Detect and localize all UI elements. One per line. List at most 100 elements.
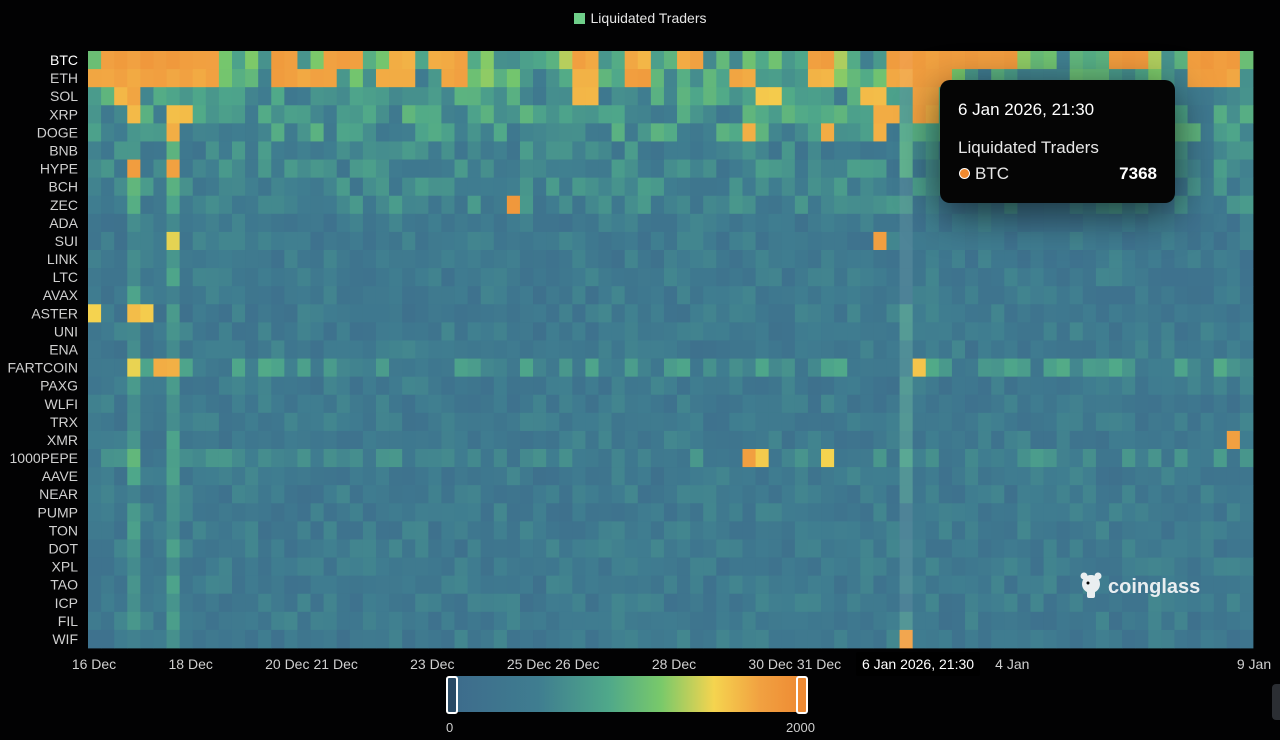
heatmap-cell[interactable]: [742, 105, 756, 124]
heatmap-cell[interactable]: [271, 51, 285, 70]
heatmap-cell[interactable]: [258, 141, 272, 160]
heatmap-cell[interactable]: [834, 286, 848, 305]
heatmap-cell[interactable]: [847, 51, 861, 70]
heatmap-cell[interactable]: [781, 69, 796, 88]
heatmap-cell[interactable]: [1226, 177, 1241, 197]
heatmap-cell[interactable]: [271, 412, 285, 432]
heatmap-cell[interactable]: [101, 159, 115, 179]
heatmap-cell[interactable]: [519, 69, 534, 88]
heatmap-cell[interactable]: [965, 250, 979, 269]
heatmap-cell[interactable]: [847, 123, 861, 142]
heatmap-cell[interactable]: [873, 340, 887, 359]
heatmap-cell[interactable]: [218, 539, 233, 558]
heatmap-cell[interactable]: [114, 593, 128, 613]
heatmap-cell[interactable]: [284, 430, 298, 450]
heatmap-cell[interactable]: [519, 213, 534, 233]
heatmap-cell[interactable]: [231, 503, 246, 522]
heatmap-cell[interactable]: [362, 123, 377, 142]
heatmap-cell[interactable]: [375, 268, 390, 287]
heatmap-cell[interactable]: [375, 394, 390, 414]
heatmap-cell[interactable]: [663, 358, 678, 378]
heatmap-cell[interactable]: [847, 69, 861, 88]
heatmap-cell[interactable]: [179, 268, 194, 287]
heatmap-cell[interactable]: [611, 141, 626, 160]
heatmap-cell[interactable]: [402, 557, 416, 577]
heatmap-cell[interactable]: [650, 123, 665, 142]
heatmap-cell[interactable]: [349, 430, 364, 450]
heatmap-cell[interactable]: [336, 268, 351, 287]
heatmap-cell[interactable]: [886, 539, 900, 558]
heatmap-cell[interactable]: [637, 485, 652, 504]
heatmap-cell[interactable]: [912, 159, 927, 179]
heatmap-cell[interactable]: [768, 503, 783, 522]
heatmap-cell[interactable]: [153, 159, 167, 179]
heatmap-cell[interactable]: [480, 340, 495, 359]
heatmap-cell[interactable]: [362, 629, 377, 649]
heatmap-cell[interactable]: [297, 467, 311, 486]
heatmap-cell[interactable]: [716, 322, 730, 341]
heatmap-cell[interactable]: [572, 557, 586, 577]
heatmap-cell[interactable]: [677, 611, 691, 631]
heatmap-cell[interactable]: [938, 51, 953, 70]
heatmap-cell[interactable]: [807, 286, 822, 305]
heatmap-cell[interactable]: [978, 51, 992, 70]
heatmap-cell[interactable]: [192, 322, 207, 341]
heatmap-cell[interactable]: [336, 250, 351, 269]
heatmap-cell[interactable]: [1082, 322, 1097, 341]
heatmap-cell[interactable]: [1082, 521, 1097, 540]
heatmap-cell[interactable]: [1161, 358, 1175, 378]
heatmap-cell[interactable]: [938, 358, 953, 378]
heatmap-cell[interactable]: [899, 286, 914, 305]
heatmap-cell[interactable]: [663, 521, 678, 540]
heatmap-cell[interactable]: [1082, 286, 1097, 305]
heatmap-cell[interactable]: [690, 231, 704, 251]
heatmap-cell[interactable]: [166, 593, 181, 613]
heatmap-cell[interactable]: [978, 485, 992, 504]
heatmap-cell[interactable]: [912, 467, 927, 486]
heatmap-cell[interactable]: [480, 557, 495, 577]
heatmap-cell[interactable]: [1095, 430, 1110, 450]
heatmap-cell[interactable]: [1069, 376, 1084, 396]
heatmap-cell[interactable]: [755, 213, 770, 233]
heatmap-cell[interactable]: [663, 575, 678, 595]
heatmap-cell[interactable]: [650, 195, 665, 215]
heatmap-cell[interactable]: [467, 412, 482, 432]
heatmap-cell[interactable]: [1135, 213, 1149, 233]
heatmap-cell[interactable]: [428, 394, 442, 414]
heatmap-cell[interactable]: [873, 304, 887, 323]
heatmap-cell[interactable]: [807, 575, 822, 595]
heatmap-cell[interactable]: [1161, 376, 1175, 396]
heatmap-cell[interactable]: [873, 593, 887, 613]
heatmap-cell[interactable]: [821, 286, 835, 305]
heatmap-cell[interactable]: [690, 503, 704, 522]
heatmap-cell[interactable]: [637, 87, 652, 106]
heatmap-cell[interactable]: [389, 593, 403, 613]
heatmap-cell[interactable]: [1226, 231, 1241, 251]
heatmap-cell[interactable]: [559, 629, 573, 649]
heatmap-cell[interactable]: [1148, 611, 1162, 631]
heatmap-cell[interactable]: [703, 358, 717, 378]
heatmap-cell[interactable]: [310, 430, 325, 450]
heatmap-cell[interactable]: [88, 105, 102, 124]
heatmap-cell[interactable]: [218, 467, 233, 486]
heatmap-cell[interactable]: [624, 629, 639, 649]
heatmap-cell[interactable]: [375, 611, 390, 631]
heatmap-cell[interactable]: [192, 105, 207, 124]
heatmap-cell[interactable]: [1056, 593, 1071, 613]
heatmap-cell[interactable]: [1030, 557, 1044, 577]
heatmap-cell[interactable]: [428, 195, 442, 215]
heatmap-cell[interactable]: [650, 611, 665, 631]
heatmap-cell[interactable]: [546, 521, 560, 540]
heatmap-cell[interactable]: [677, 376, 691, 396]
heatmap-cell[interactable]: [1239, 51, 1254, 70]
heatmap-cell[interactable]: [768, 51, 783, 70]
heatmap-cell[interactable]: [1161, 430, 1175, 450]
heatmap-cell[interactable]: [637, 557, 652, 577]
heatmap-cell[interactable]: [88, 268, 102, 287]
heatmap-cell[interactable]: [1109, 629, 1123, 649]
heatmap-cell[interactable]: [716, 268, 730, 287]
heatmap-cell[interactable]: [886, 340, 900, 359]
heatmap-cell[interactable]: [912, 105, 927, 124]
heatmap-cell[interactable]: [310, 340, 325, 359]
heatmap-cell[interactable]: [1239, 485, 1254, 504]
